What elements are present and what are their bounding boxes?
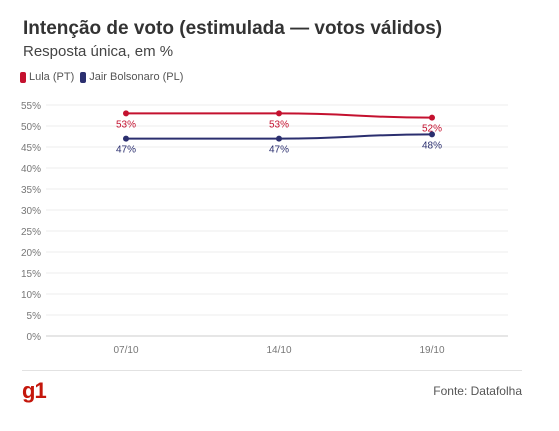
data-point: [276, 135, 282, 142]
x-tick-label: 19/10: [419, 345, 444, 356]
source-note: Fonte: Datafolha: [433, 384, 522, 398]
data-label: 52%: [422, 124, 442, 135]
y-tick-label: 55%: [21, 101, 41, 112]
footer-divider: [22, 370, 522, 371]
legend-label-lula: Lula (PT): [29, 71, 75, 83]
data-label: 48%: [422, 140, 442, 151]
y-tick-label: 5%: [27, 311, 42, 322]
chart-legend: Lula (PT) Jair Bolsonaro (PL): [20, 71, 189, 83]
y-tick-label: 25%: [21, 227, 41, 238]
data-label: 53%: [116, 119, 136, 130]
y-tick-label: 20%: [21, 248, 41, 259]
x-tick-label: 14/10: [266, 345, 291, 356]
line-chart: 0% 5% 10% 15% 20% 25% 30% 35% 40% 45% 50% 55% 07/10 1…: [21, 101, 508, 356]
data-point: [123, 135, 129, 142]
legend-item-lula: Lula (PT): [20, 71, 74, 83]
y-tick-label: 10%: [21, 290, 41, 301]
data-point: [429, 114, 435, 121]
data-point: [276, 110, 282, 117]
legend-item-bolsonaro: Jair Bolsonaro (PL): [80, 71, 183, 83]
y-tick-label: 50%: [21, 122, 41, 133]
legend-label-bolsonaro: Jair Bolsonaro (PL): [89, 71, 184, 83]
y-tick-label: 30%: [21, 206, 41, 217]
legend-swatch-lula: [20, 71, 26, 83]
y-tick-label: 40%: [21, 164, 41, 175]
data-label: 47%: [269, 145, 289, 156]
y-tick-label: 0%: [27, 332, 42, 343]
data-point: [123, 110, 129, 117]
y-tick-label: 15%: [21, 269, 41, 280]
g1-logo: g1: [22, 378, 47, 403]
y-tick-label: 45%: [21, 143, 41, 154]
x-tick-label: 07/10: [113, 345, 138, 356]
y-tick-label: 35%: [21, 185, 41, 196]
data-point: [429, 131, 435, 138]
legend-swatch-bolsonaro: [80, 71, 87, 83]
data-label: 47%: [116, 145, 136, 156]
data-label: 53%: [269, 119, 289, 130]
chart-title: Intenção de voto (estimulada — votos vál…: [23, 18, 443, 39]
chart-subtitle: Resposta única, em %: [23, 43, 174, 60]
